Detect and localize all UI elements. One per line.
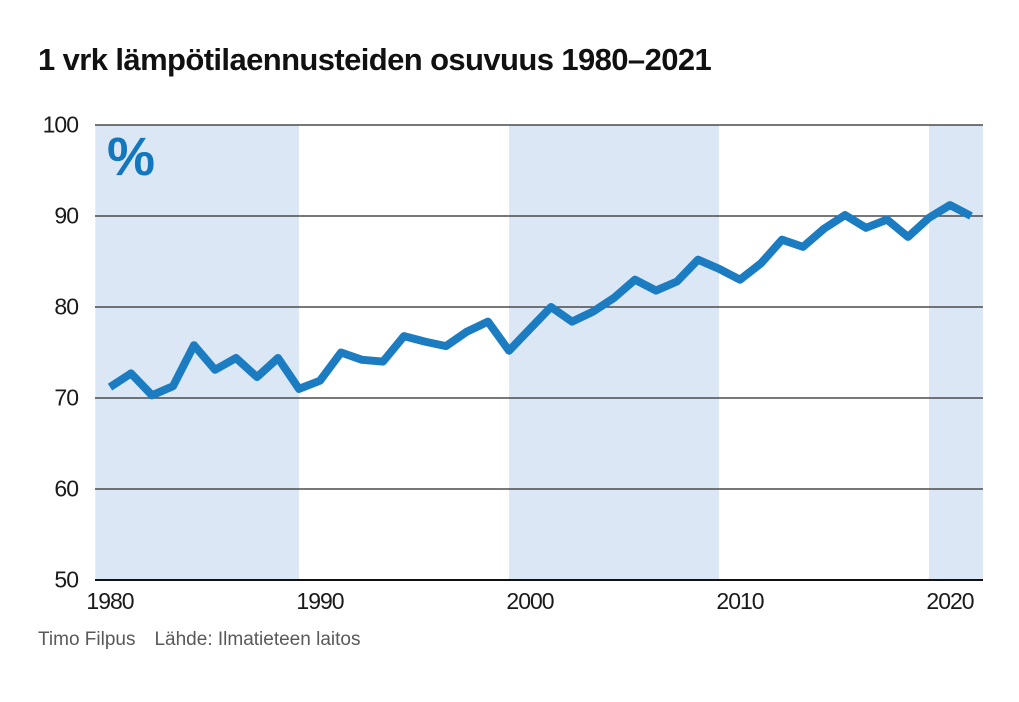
x-tick-label: 1980	[86, 588, 133, 614]
y-tick-label: 100	[43, 112, 79, 138]
source-credit: Lähde: Ilmatieteen laitos	[154, 629, 361, 650]
decade-band	[509, 125, 719, 580]
forecast-accuracy-line	[107, 201, 973, 400]
percent-unit-label: %	[107, 127, 156, 187]
y-tick-label: 90	[54, 203, 78, 229]
x-tick-label: 1990	[296, 588, 343, 614]
x-tick-label: 2010	[716, 588, 763, 614]
decade-band	[929, 125, 983, 580]
x-tick-label: 2000	[506, 588, 553, 614]
chart-title: 1 vrk lämpötilaennusteiden osuvuus 1980–…	[38, 42, 712, 77]
x-tick-label: 2020	[926, 588, 973, 614]
author-credit: Timo Filpus	[38, 629, 136, 650]
y-tick-label: 80	[54, 294, 78, 320]
y-tick-label: 70	[54, 385, 78, 411]
chart-footer: Timo Filpus Lähde: Ilmatieteen laitos	[38, 629, 360, 651]
y-tick-label: 60	[54, 476, 78, 502]
y-tick-label: 50	[54, 567, 78, 593]
